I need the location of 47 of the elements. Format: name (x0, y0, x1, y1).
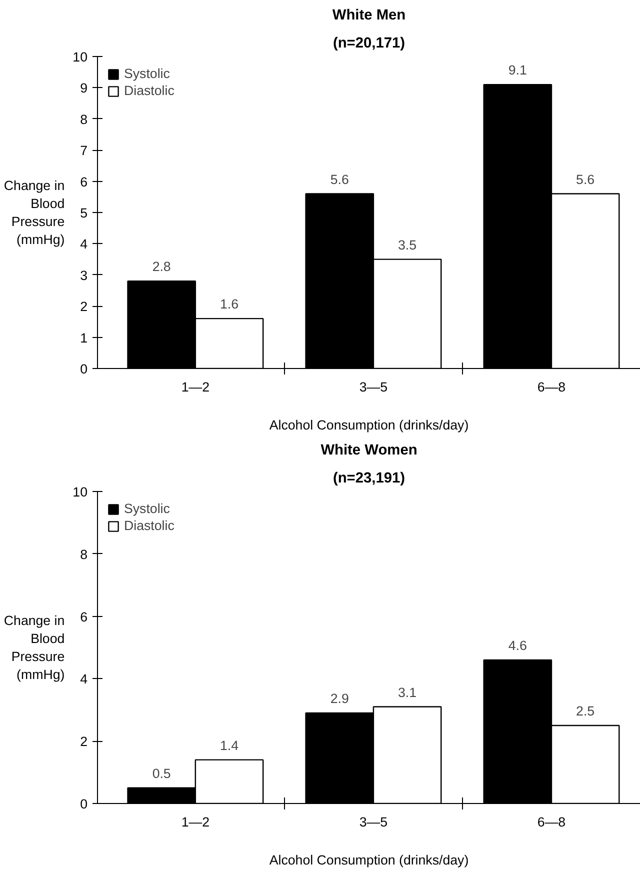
data-label: 4.6 (508, 638, 527, 653)
y-tick-label: 9 (80, 80, 88, 96)
x-tick-label: 3—5 (359, 380, 388, 394)
y-tick-label: 10 (72, 50, 88, 64)
data-label: 2.5 (576, 704, 595, 718)
y-tick-label: 4 (80, 236, 88, 252)
y-tick-label: 2 (80, 734, 88, 750)
data-label: 2.8 (152, 259, 171, 274)
y-tick-label: 4 (80, 672, 88, 687)
y-tick-label: 0 (80, 796, 88, 812)
chart-title: White Men (332, 8, 406, 24)
y-axis-title: Change in Blood Pressure (mmHg) (4, 178, 65, 247)
legend-label: Diastolic (124, 518, 174, 533)
data-label: 0.5 (152, 766, 171, 781)
x-axis-title: Alcohol Consumption (drinks/day) (269, 852, 469, 868)
y-tick-label: 6 (80, 174, 88, 190)
x-tick-label: 3—5 (359, 814, 388, 830)
x-tick-label: 1—2 (181, 814, 210, 830)
x-axis-title: Alcohol Consumption (drinks/day) (269, 418, 469, 432)
y-tick-label: 2 (80, 299, 88, 314)
legend-label: Systolic (124, 66, 170, 81)
y-tick-label: 7 (80, 143, 88, 158)
y-tick-label: 8 (80, 546, 88, 562)
data-label: 2.9 (330, 691, 349, 706)
y-tick-label: 6 (80, 609, 88, 624)
data-label: 3.1 (398, 684, 417, 700)
y-tick-label: 3 (80, 268, 88, 283)
data-label: 5.6 (576, 172, 595, 187)
legend-label: Systolic (124, 501, 170, 516)
x-tick-label: 6—8 (537, 814, 566, 830)
legend-label: Diastolic (124, 83, 174, 98)
chart-subtitle: (n=20,171) (332, 36, 406, 52)
data-label: 9.1 (508, 62, 527, 78)
y-tick-label: 5 (80, 206, 88, 220)
chart-title: White Women (320, 442, 418, 458)
data-label: 3.5 (398, 237, 417, 252)
x-tick-label: 6—8 (537, 380, 566, 394)
y-tick-label: 1 (80, 330, 88, 346)
y-axis-title: Change in Blood Pressure (mmHg) (4, 613, 65, 682)
data-label: 5.6 (330, 172, 349, 187)
data-label: 1.4 (220, 738, 240, 753)
chart-subtitle: (n=23,191) (332, 470, 406, 486)
x-tick-label: 1—2 (181, 380, 210, 394)
y-tick-label: 0 (80, 362, 88, 376)
data-label: 1.6 (220, 296, 239, 312)
y-tick-label: 10 (72, 484, 88, 500)
y-tick-label: 8 (80, 112, 88, 127)
